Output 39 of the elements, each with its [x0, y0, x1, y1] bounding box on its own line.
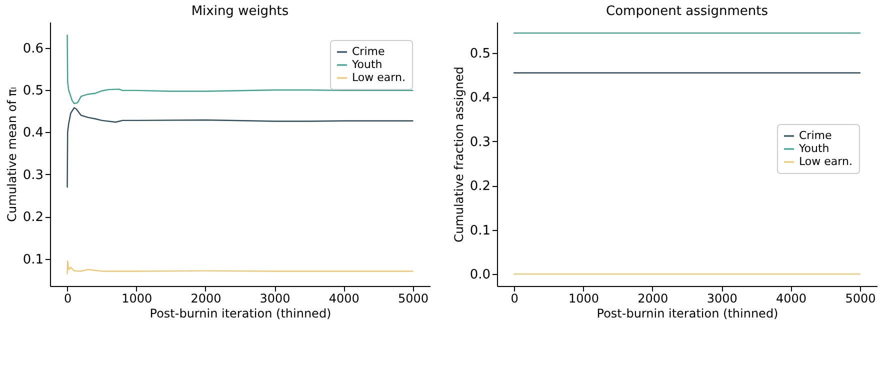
- x-tick-label: 4000: [776, 292, 807, 306]
- x-tick-label: 0: [64, 292, 72, 306]
- x-axis-title: Post-burnin iteration (thinned): [596, 306, 778, 320]
- x-tick-label: 5000: [398, 292, 428, 306]
- y-tick-label: 0.3: [470, 134, 490, 150]
- y-tick-label: 0.2: [22, 210, 44, 226]
- legend-label: Youth: [798, 142, 830, 155]
- y-tick-label: 0.6: [22, 41, 44, 56]
- y-tick-label: 0.5: [470, 46, 490, 62]
- y-tick-label: 0.4: [22, 126, 44, 141]
- legend-label: Low earn.: [352, 71, 406, 84]
- x-tick-label: 4000: [328, 292, 360, 306]
- legend-label: Crime: [799, 129, 832, 142]
- x-tick-label: 1000: [568, 292, 599, 306]
- chart-title: Mixing weights: [191, 4, 289, 19]
- x-tick-label: 0: [510, 292, 518, 306]
- x-axis-title: Post-burnin iteration (thinned): [150, 306, 332, 320]
- line-series: [66, 260, 414, 274]
- y-tick-label: 0.1: [22, 252, 44, 268]
- legend-label: Youth: [351, 58, 382, 71]
- x-tick-label: 5000: [845, 292, 876, 306]
- legend-label: Low earn.: [799, 155, 852, 168]
- y-tick-label: 0.4: [470, 90, 490, 106]
- y-tick-label: 0.3: [22, 168, 44, 183]
- x-tick-label: 3000: [706, 292, 738, 306]
- y-tick-label: 0.5: [22, 84, 44, 99]
- x-tick-label: 3000: [260, 292, 290, 306]
- legend-label: Crime: [352, 45, 385, 58]
- line-series: [66, 34, 414, 104]
- y-axis-title: Cumulative fraction assigned: [452, 66, 466, 242]
- y-axis-title: Cumulative mean of πₗ: [4, 87, 19, 222]
- y-tick-label: 0.2: [470, 179, 490, 194]
- y-tick-label: 0.1: [470, 223, 490, 238]
- chart-title: Component assignments: [606, 4, 768, 19]
- x-tick-label: 2000: [638, 292, 668, 306]
- y-tick-label: 0.0: [470, 268, 490, 283]
- x-tick-label: 2000: [190, 292, 222, 306]
- x-tick-label: 1000: [122, 292, 152, 306]
- line-series: [66, 107, 414, 188]
